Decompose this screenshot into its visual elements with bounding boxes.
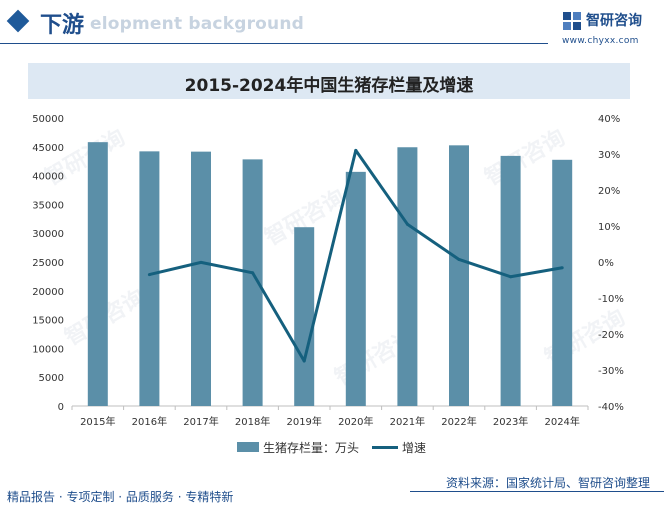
bar [294, 227, 315, 406]
growth-point [199, 260, 203, 264]
y-left-tick-label: 20000 [32, 287, 64, 298]
bar [552, 159, 573, 406]
bar [242, 159, 263, 406]
legend-bar-swatch [237, 442, 259, 452]
chart-title-bar: 2015-2024年中国生猪存栏量及增速 [28, 63, 630, 99]
header-ghost-text: elopment background [90, 14, 305, 34]
growth-point [251, 271, 255, 275]
growth-point [509, 275, 513, 279]
brand-name: 智研咨询 [586, 13, 642, 29]
y-left-tick-label: 50000 [32, 114, 64, 125]
legend-line-label: 增速 [402, 441, 427, 455]
chart-plot: 0 5000 10000 15000 20000 25000 30000 35000 40000… [32, 114, 624, 428]
chart-title: 2015-2024年中国生猪存栏量及增速 [184, 76, 474, 96]
y-left-tick-label: 25000 [32, 258, 64, 269]
x-tick-label: 2019年 [286, 415, 321, 428]
bar [139, 151, 160, 406]
brand-url: www.chyxx.com [562, 36, 639, 46]
y-left-tick-label: 45000 [32, 143, 64, 154]
legend-line-swatch [372, 446, 398, 449]
x-tick-label: 2016年 [132, 415, 167, 428]
y-left-tick-label: 30000 [32, 229, 64, 240]
y-left-tick-label: 35000 [32, 200, 64, 211]
x-tick-label: 2022年 [441, 415, 476, 428]
header: elopment background 下游 智研咨询 www.chyxx.co… [0, 0, 664, 46]
source-note: 资料来源：国家统计局、智研咨询整理 [445, 476, 650, 490]
source-divider [410, 491, 664, 492]
growth-point [560, 266, 564, 270]
y-right-tick-label: -40% [598, 402, 624, 413]
y-left-tick-label: 15000 [32, 316, 64, 327]
x-tick-label: 2020年 [338, 415, 373, 428]
x-tick-label: 2017年 [183, 415, 218, 428]
bar [87, 142, 108, 406]
footer: 精品报告 · 专项定制 · 品质服务 · 专精特新 [0, 483, 664, 509]
x-tick-label: 2024年 [544, 415, 579, 428]
bar [397, 147, 418, 407]
x-tick-label: 2018年 [235, 415, 270, 428]
y-right-tick-label: -20% [598, 330, 624, 341]
y-right-tick-label: 10% [598, 222, 620, 233]
y-left-tick-label: 10000 [32, 344, 64, 355]
y-right-tick-label: 30% [598, 150, 620, 161]
legend-bar-label: 生猪存栏量：万头 [263, 441, 360, 455]
y-right-tick-label: 0% [598, 258, 614, 269]
y-right-tick-label: -10% [598, 294, 624, 305]
x-tick-label: 2023年 [493, 415, 528, 428]
growth-point [457, 257, 461, 261]
legend: 生猪存栏量：万头 增速 [0, 438, 664, 456]
y-left-tick-label: 0 [58, 402, 64, 413]
bar [345, 171, 366, 406]
y-right-tick-label: -30% [598, 366, 624, 377]
growth-point [354, 148, 358, 152]
x-tick-label: 2021年 [390, 415, 425, 428]
header-divider [0, 43, 548, 44]
diamond-icon [6, 9, 30, 33]
footer-slogan: 精品报告 · 专项定制 · 品质服务 · 专精特新 [7, 490, 234, 504]
section-title: 下游 [40, 13, 85, 38]
y-right-tick-label: 40% [598, 114, 620, 125]
y-left-tick-label: 5000 [39, 373, 64, 384]
growth-point [147, 273, 151, 277]
x-tick-label: 2015年 [80, 415, 115, 428]
growth-point [302, 359, 306, 363]
y-right-tick-label: 20% [598, 186, 620, 197]
bar [500, 155, 521, 406]
bar [449, 145, 469, 406]
brand-logo-icon [563, 12, 581, 30]
y-left-tick-label: 40000 [32, 172, 64, 183]
growth-point [405, 222, 409, 226]
bar [191, 151, 211, 406]
